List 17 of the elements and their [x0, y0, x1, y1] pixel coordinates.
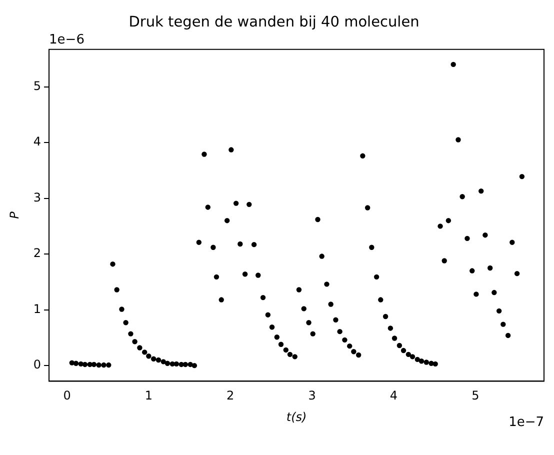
y-tick-label: 2 [33, 246, 42, 260]
y-tick-label: 1 [33, 302, 42, 316]
text: 1e−6 [49, 32, 84, 48]
x-tick-label: 4 [390, 388, 398, 403]
y-tick-label: 5 [33, 78, 42, 93]
x-tick-label: 2 [226, 388, 234, 403]
x-tick-label: 3 [308, 388, 316, 403]
y-axis-title: P [7, 210, 22, 219]
y-tick-label: 0 [33, 358, 42, 372]
y-tick-label: 4 [33, 134, 42, 149]
x-axis-title: t(s) [286, 410, 307, 424]
chart-title: Druk tegen de wanden bij 40 moleculen [128, 14, 420, 30]
text: 1e−7 [508, 415, 544, 430]
x-tick-label: 0 [63, 388, 71, 403]
x-tick-label: 5 [472, 388, 480, 403]
y-tick-label: 3 [33, 190, 42, 204]
x-tick-label: 1 [144, 388, 152, 403]
